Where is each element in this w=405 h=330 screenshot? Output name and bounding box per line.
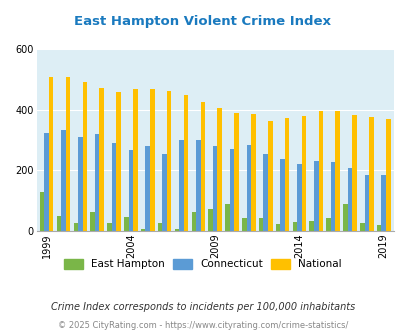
Bar: [124, 217, 128, 231]
Bar: [162, 154, 166, 231]
Bar: [212, 146, 217, 231]
Bar: [246, 145, 251, 231]
Bar: [141, 229, 145, 231]
Bar: [179, 140, 183, 231]
Bar: [385, 119, 390, 231]
Bar: [301, 116, 305, 231]
Bar: [40, 192, 44, 231]
Bar: [284, 118, 289, 231]
Bar: [78, 137, 83, 231]
Bar: [352, 115, 356, 231]
Bar: [364, 175, 368, 231]
Text: East Hampton Violent Crime Index: East Hampton Violent Crime Index: [74, 15, 331, 28]
Bar: [44, 133, 49, 231]
Bar: [318, 111, 322, 231]
Bar: [251, 114, 255, 231]
Bar: [99, 88, 104, 231]
Legend: East Hampton, Connecticut, National: East Hampton, Connecticut, National: [60, 255, 345, 274]
Bar: [208, 209, 212, 231]
Bar: [292, 222, 296, 231]
Bar: [166, 91, 171, 231]
Bar: [342, 204, 347, 231]
Bar: [95, 134, 99, 231]
Bar: [83, 82, 87, 231]
Bar: [158, 223, 162, 231]
Bar: [267, 120, 272, 231]
Bar: [66, 77, 70, 231]
Bar: [313, 161, 318, 231]
Bar: [258, 218, 263, 231]
Text: © 2025 CityRating.com - https://www.cityrating.com/crime-statistics/: © 2025 CityRating.com - https://www.city…: [58, 321, 347, 330]
Bar: [90, 212, 95, 231]
Bar: [61, 130, 66, 231]
Bar: [241, 218, 246, 231]
Bar: [229, 149, 234, 231]
Bar: [73, 223, 78, 231]
Bar: [275, 224, 279, 231]
Bar: [359, 223, 364, 231]
Bar: [116, 92, 121, 231]
Bar: [347, 168, 352, 231]
Bar: [174, 229, 179, 231]
Bar: [376, 225, 380, 231]
Bar: [380, 175, 385, 231]
Bar: [217, 109, 222, 231]
Bar: [309, 221, 313, 231]
Bar: [191, 212, 196, 231]
Bar: [225, 204, 229, 231]
Bar: [234, 113, 238, 231]
Bar: [200, 102, 205, 231]
Bar: [150, 89, 154, 231]
Bar: [145, 146, 150, 231]
Bar: [128, 150, 133, 231]
Bar: [330, 162, 335, 231]
Bar: [107, 222, 111, 231]
Bar: [279, 159, 284, 231]
Bar: [296, 164, 301, 231]
Bar: [335, 111, 339, 231]
Text: Crime Index corresponds to incidents per 100,000 inhabitants: Crime Index corresponds to incidents per…: [51, 302, 354, 312]
Bar: [49, 77, 53, 231]
Bar: [133, 89, 137, 231]
Bar: [368, 116, 373, 231]
Bar: [326, 218, 330, 231]
Bar: [57, 216, 61, 231]
Bar: [111, 143, 116, 231]
Bar: [263, 154, 267, 231]
Bar: [183, 95, 188, 231]
Bar: [196, 140, 200, 231]
